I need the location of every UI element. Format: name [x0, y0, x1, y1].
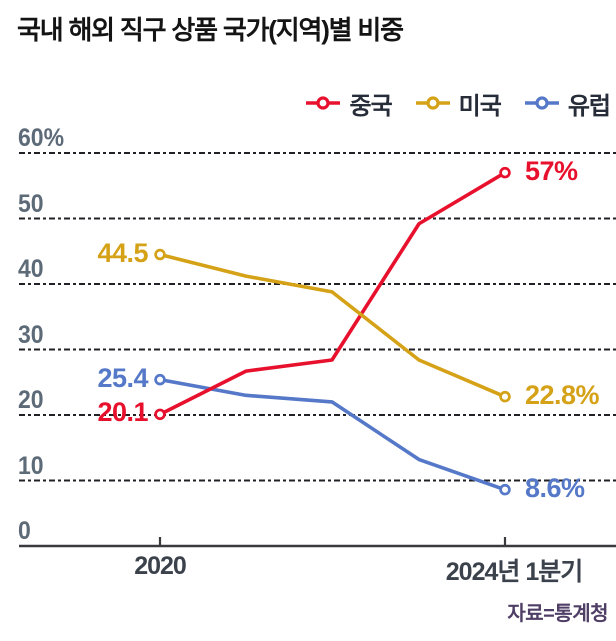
- data-point-marker-china: [499, 166, 511, 179]
- legend-label-europe: 유럽: [567, 92, 611, 120]
- legend-label-usa: 미국: [458, 92, 502, 120]
- value-label-end-china: 57%: [525, 155, 578, 186]
- series-line-china: [158, 170, 507, 417]
- value-label-start-europe: 25.4: [97, 362, 148, 393]
- value-label-end-usa: 22.8%: [525, 379, 600, 410]
- data-point-marker-europe: [154, 373, 166, 386]
- value-label-end-europe: 8.6%: [525, 472, 585, 503]
- legend-item-europe: 유럽: [524, 86, 611, 121]
- y-axis-label: 0: [18, 517, 31, 545]
- data-point-marker-europe: [499, 483, 511, 496]
- data-point-marker-china: [154, 408, 166, 421]
- page-title: 국내 해외 직구 상품 국가(지역)별 비중: [17, 15, 404, 45]
- data-point-marker-usa: [499, 390, 511, 403]
- series-line-usa: [158, 252, 507, 399]
- x-axis-label-2020: 2020: [134, 552, 187, 580]
- data-point-marker-usa: [154, 248, 166, 261]
- value-label-start-china: 20.1: [97, 397, 148, 428]
- y-axis-label: 60%: [18, 124, 65, 152]
- legend-item-usa: 미국: [415, 86, 502, 121]
- y-axis-label: 10: [18, 451, 44, 480]
- series-line-europe: [158, 377, 507, 492]
- source-credit: 자료=통계청: [507, 603, 608, 625]
- x-axis-label-2024q1: 2024년 1분기: [445, 558, 583, 586]
- y-axis-label: 30: [18, 320, 44, 349]
- line-marker-icon: [306, 96, 341, 110]
- y-axis-label: 50: [18, 189, 44, 218]
- y-axis-label: 20: [18, 386, 44, 414]
- line-marker-icon: [524, 96, 559, 110]
- chart-legend: 중국 미국 유럽: [306, 86, 611, 121]
- legend-label-china: 중국: [349, 92, 392, 120]
- legend-item-china: 중국: [306, 86, 393, 121]
- y-axis-label: 40: [18, 255, 44, 283]
- line-marker-icon: [415, 96, 450, 110]
- value-label-start-usa: 44.5: [97, 237, 148, 268]
